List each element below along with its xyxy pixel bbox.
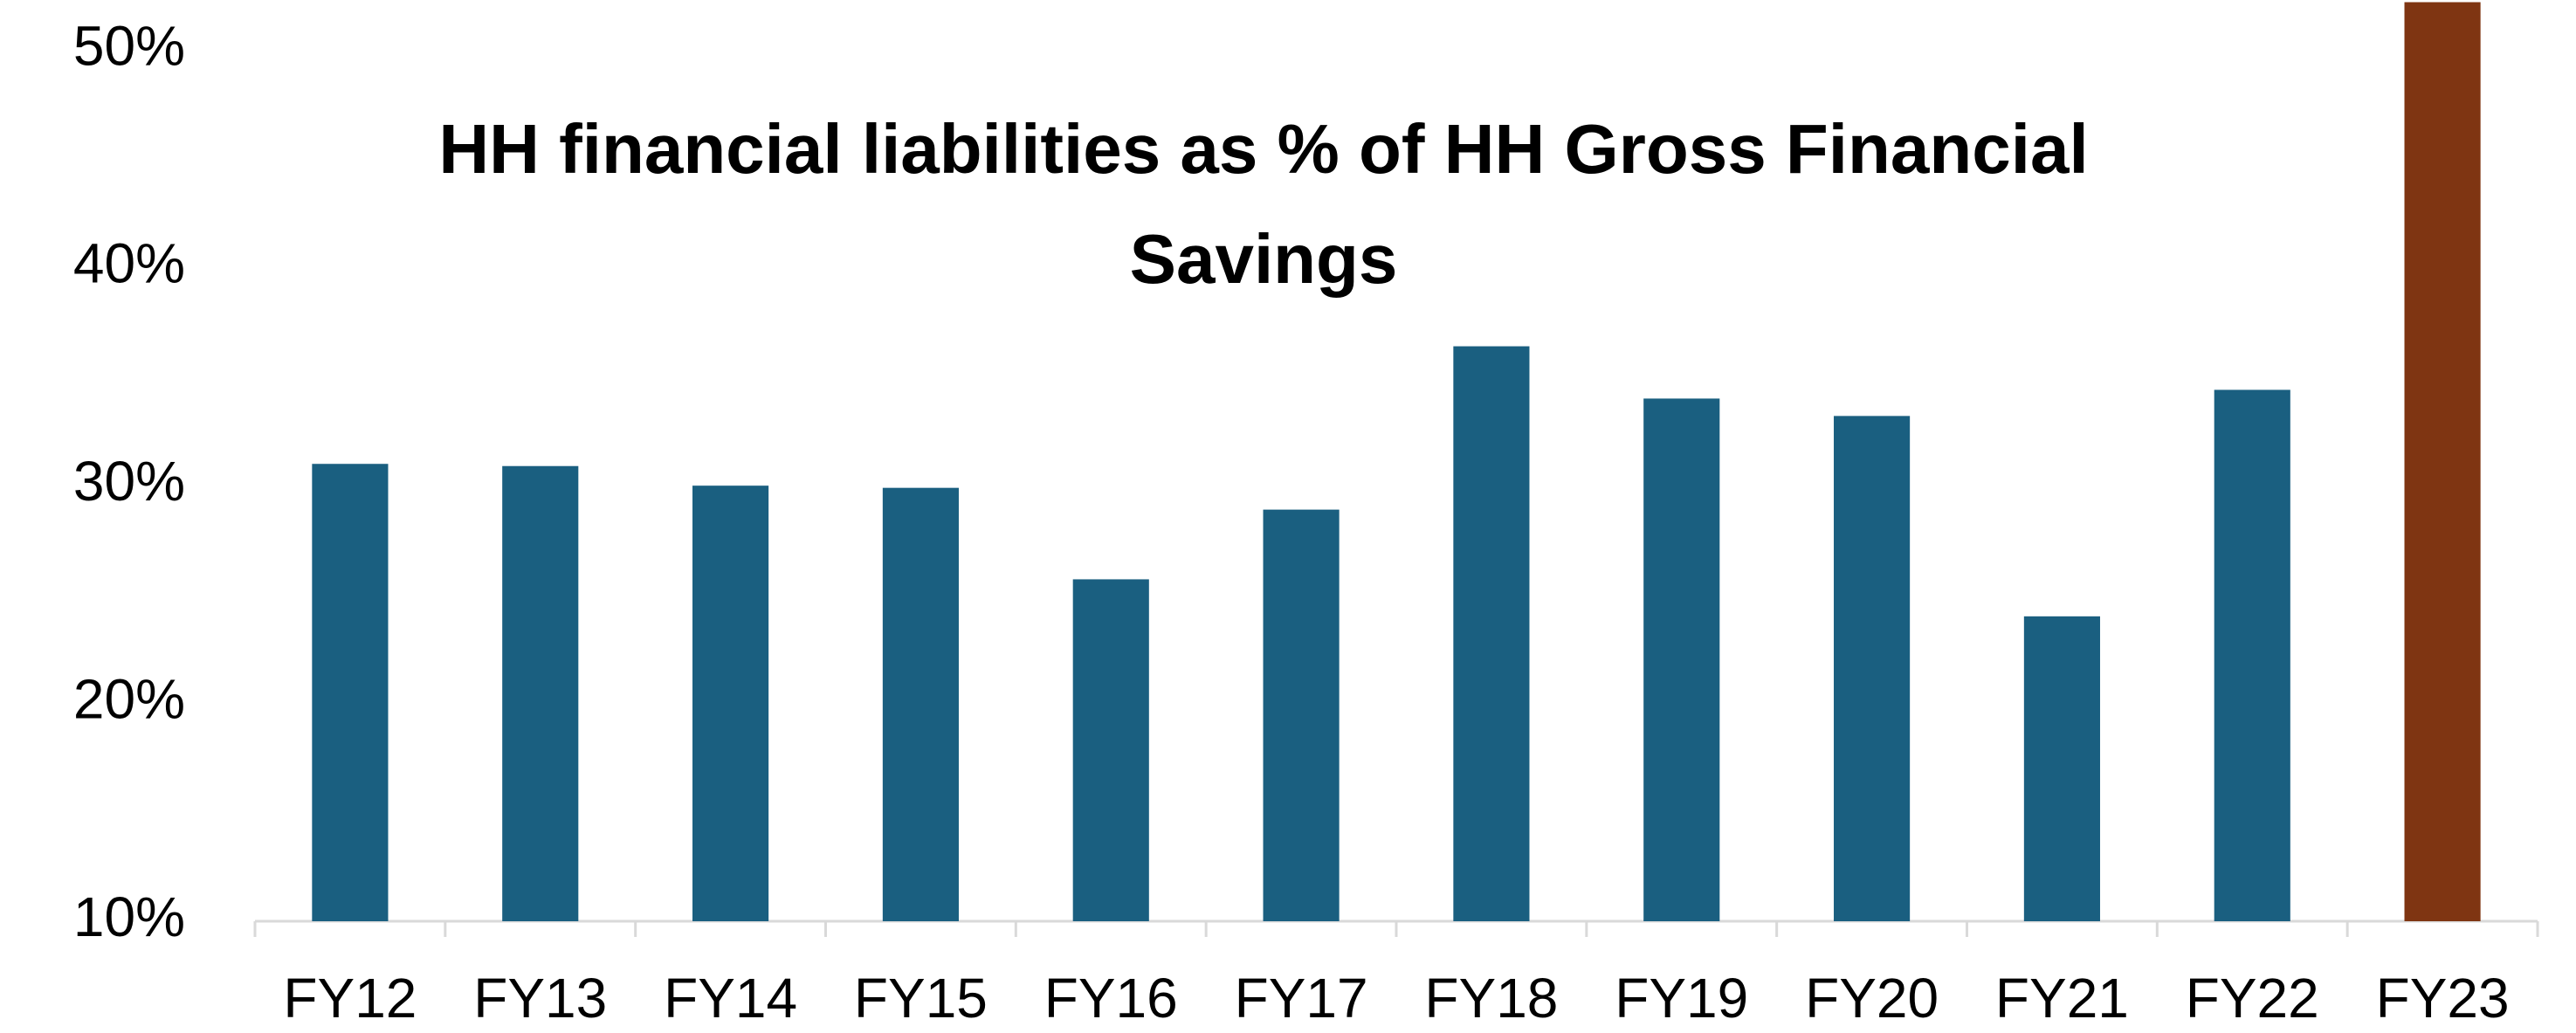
bar	[1263, 509, 1340, 921]
bar	[692, 486, 769, 921]
bar	[1072, 579, 1149, 921]
x-tick-label: FY20	[1805, 967, 1939, 1030]
y-tick-label: 40%	[73, 232, 185, 295]
x-tick-label: FY23	[2376, 967, 2510, 1030]
bar	[1453, 346, 1530, 921]
bar	[502, 465, 579, 921]
bar	[1643, 398, 1720, 921]
chart-title: HH financial liabilities as % of HH Gros…	[438, 110, 2089, 298]
x-tick-label: FY21	[1995, 967, 2129, 1030]
bar	[1834, 416, 1911, 921]
y-tick-label: 50%	[73, 14, 185, 77]
bar	[312, 464, 389, 921]
x-tick-label: FY13	[473, 967, 607, 1030]
x-tick-label: FY22	[2186, 967, 2319, 1030]
x-tick-label: FY15	[854, 967, 988, 1030]
y-tick-label: 30%	[73, 450, 185, 513]
y-tick-label: 10%	[73, 885, 185, 948]
y-tick-label: 20%	[73, 667, 185, 730]
x-tick-label: FY16	[1044, 967, 1178, 1030]
bar	[2023, 616, 2100, 921]
x-tick-label: FY18	[1424, 967, 1558, 1030]
bar	[882, 487, 959, 921]
x-tick-label: FY14	[664, 967, 797, 1030]
x-tick-label: FY19	[1615, 967, 1748, 1030]
bar	[2404, 2, 2481, 921]
x-tick-label: FY17	[1235, 967, 1368, 1030]
x-tick-label: FY12	[283, 967, 417, 1030]
bar	[2214, 389, 2290, 921]
